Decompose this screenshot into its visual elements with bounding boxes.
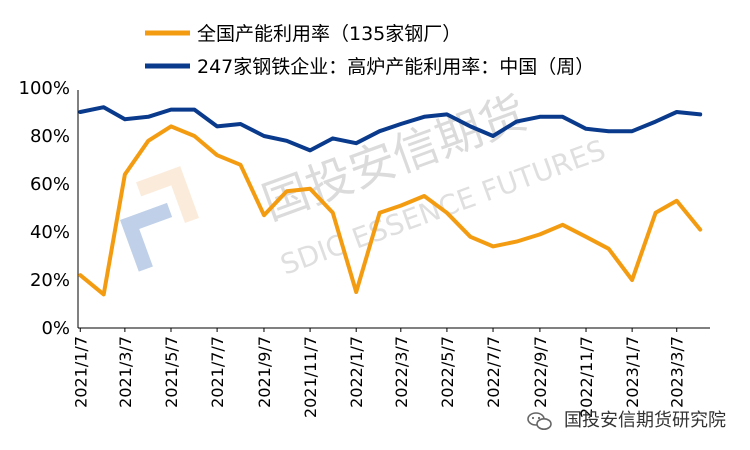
series-0-point xyxy=(400,204,402,207)
x-tick-label: 2023/3/7 xyxy=(668,336,687,408)
series-0-point xyxy=(585,236,587,238)
x-tick-label: 2022/7/7 xyxy=(484,336,503,408)
series-1-point xyxy=(699,113,701,116)
logo-mark xyxy=(120,166,200,272)
y-tick-label: 20% xyxy=(30,270,70,291)
legend-label-series-1: 247家钢铁企业：高炉产能利用率：中国（周） xyxy=(197,56,594,78)
series-0-point xyxy=(147,140,150,142)
y-ticks: 0% 20% 40% 60% 80% 100% xyxy=(19,78,70,339)
series-0-point xyxy=(79,274,82,277)
x-tick-label: 2021/1/7 xyxy=(71,336,90,408)
series-0-point xyxy=(355,291,358,293)
x-tick-label: 2021/5/7 xyxy=(162,336,181,408)
x-tick-label: 2022/9/7 xyxy=(531,336,550,408)
series-1-point xyxy=(309,149,311,152)
series-1-point xyxy=(193,108,196,111)
series-0-point xyxy=(239,164,242,166)
series-1-point xyxy=(607,130,610,132)
series-1-point xyxy=(561,116,564,118)
series-0-point xyxy=(309,188,311,190)
series-lines xyxy=(78,105,703,297)
series-1-point xyxy=(124,118,126,120)
series-0-point xyxy=(193,135,196,137)
series-1-point xyxy=(216,125,218,128)
series-1-point xyxy=(331,137,334,140)
x-tick-label: 2022/3/7 xyxy=(392,336,411,408)
series-0-point xyxy=(170,125,172,128)
series-line-1 xyxy=(78,105,703,153)
series-0-point xyxy=(331,212,334,214)
series-0-point xyxy=(285,190,288,192)
series-1-point xyxy=(469,125,472,128)
y-tick-label: 0% xyxy=(41,318,70,339)
series-line-0 xyxy=(78,124,703,297)
x-ticks: 2021/1/7 2021/3/7 2021/5/7 2021/7/7 2021/9/7… xyxy=(71,328,687,418)
x-tick-label: 2021/7/7 xyxy=(208,336,227,408)
series-1-point xyxy=(147,116,150,118)
x-tick-label: 2022/1/7 xyxy=(347,336,366,408)
series-0-point xyxy=(446,212,448,214)
series-0-point xyxy=(539,233,541,236)
series-1-point xyxy=(355,142,358,144)
wechat-icon xyxy=(527,412,552,430)
series-1-point xyxy=(285,140,288,142)
series-1-point xyxy=(515,120,518,123)
series-0-point xyxy=(492,245,494,248)
footer-watermark: 国投安信期货研究院 xyxy=(527,410,726,431)
series-0-point xyxy=(654,212,657,214)
footer-text: 国投安信期货研究院 xyxy=(564,410,726,431)
series-0-point xyxy=(699,228,701,231)
y-tick-label: 100% xyxy=(19,78,70,99)
series-1-point xyxy=(79,111,82,113)
x-tick-label: 2023/1/7 xyxy=(623,336,642,408)
series-0-point xyxy=(469,236,472,238)
series-1-point xyxy=(400,123,402,125)
x-tick-label: 2021/9/7 xyxy=(255,336,274,408)
y-tick-label: 60% xyxy=(30,174,70,195)
x-tick-label: 2021/11/7 xyxy=(301,336,320,418)
series-1-point xyxy=(585,128,587,130)
series-1-point xyxy=(263,135,265,137)
series-1-point xyxy=(423,116,426,118)
y-tick-label: 40% xyxy=(30,222,70,243)
series-1-point xyxy=(239,123,242,125)
series-1-point xyxy=(492,135,494,137)
series-0-point xyxy=(124,173,126,176)
series-1-point xyxy=(675,111,678,113)
series-0-point xyxy=(607,248,610,250)
series-1-point xyxy=(446,113,448,116)
series-1-point xyxy=(102,106,105,108)
series-1-point xyxy=(631,130,633,132)
series-0-point xyxy=(675,200,678,202)
series-0-point xyxy=(263,214,265,216)
y-tick-label: 80% xyxy=(30,126,70,147)
series-0-point xyxy=(216,154,218,156)
series-1-point xyxy=(170,108,172,111)
series-1-point xyxy=(654,120,657,123)
series-0-point xyxy=(423,195,426,197)
series-0-point xyxy=(631,279,633,281)
watermark: 国投安信期货 SDIC ESSENCE FUTURES xyxy=(120,85,610,282)
series-1-point xyxy=(539,116,541,118)
series-1-point xyxy=(378,130,381,132)
series-0-point xyxy=(515,240,518,243)
x-tick-label: 2021/3/7 xyxy=(116,336,135,408)
legend-label-series-0: 全国产能利用率（135家钢厂） xyxy=(197,23,461,45)
legend: 全国产能利用率（135家钢厂） 247家钢铁企业：高炉产能利用率：中国（周） xyxy=(145,23,594,78)
series-0-point xyxy=(378,212,381,214)
series-0-point xyxy=(102,293,105,296)
x-tick-label: 2022/11/7 xyxy=(577,336,596,418)
x-tick-label: 2022/5/7 xyxy=(438,336,457,408)
series-0-point xyxy=(561,224,564,226)
